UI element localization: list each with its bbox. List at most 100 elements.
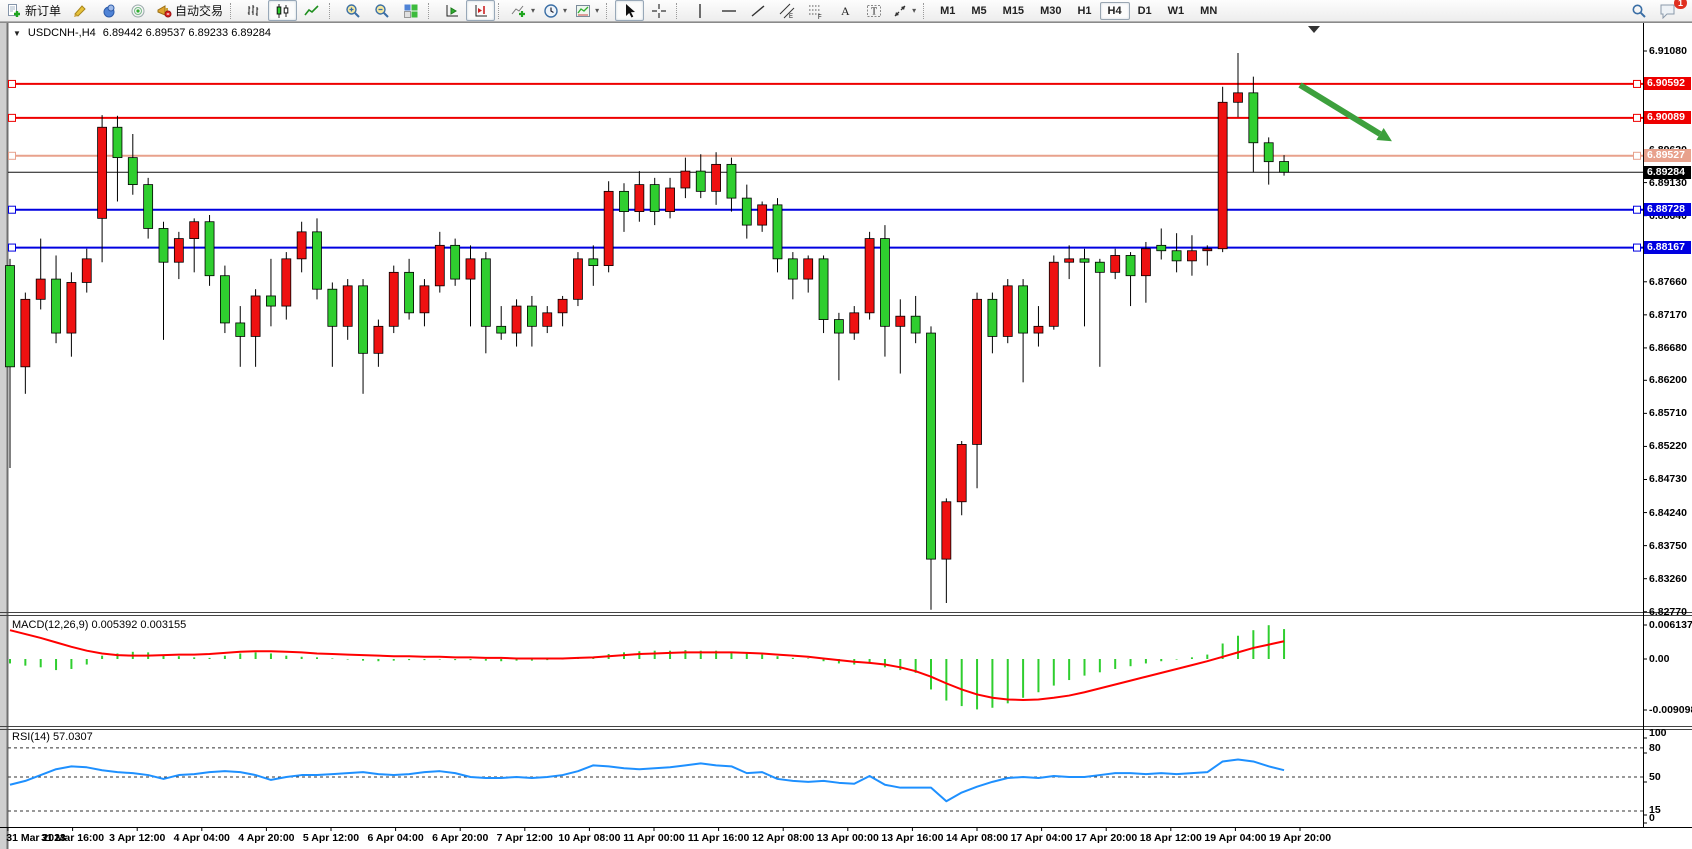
- line-handle[interactable]: [8, 79, 16, 88]
- auto-scroll-button[interactable]: [437, 0, 466, 21]
- candlestick-chart-button[interactable]: [268, 0, 298, 21]
- price-tick-label: 6.85710: [1649, 407, 1687, 420]
- annotation-arrow[interactable]: [1298, 82, 1382, 137]
- arrows-button[interactable]: ▾: [888, 0, 920, 21]
- candle: [511, 305, 522, 334]
- candle: [143, 184, 154, 229]
- toolbar-group-timeframes: M1 M5 M15 M30 H1 H4 D1 W1 MN: [932, 0, 1225, 22]
- horizontal-line-button[interactable]: [714, 0, 743, 21]
- chevron-down-icon[interactable]: ▾: [595, 6, 600, 15]
- candle: [557, 298, 568, 314]
- time-axis-label: 7 Apr 12:00: [496, 832, 553, 844]
- candle: [834, 319, 844, 334]
- candle: [1171, 250, 1182, 262]
- chart-shift-button[interactable]: [466, 0, 496, 21]
- line-handle[interactable]: [8, 151, 16, 160]
- macd-signal-line: [9, 629, 1285, 701]
- candle: [1048, 261, 1059, 327]
- timeframe-W1-button[interactable]: W1: [1167, 4, 1185, 17]
- tile-windows-button[interactable]: [396, 0, 425, 21]
- candle: [450, 244, 461, 280]
- line-handle[interactable]: [1633, 243, 1641, 252]
- toolbar-separator: [329, 2, 334, 19]
- macd-panel: [9, 625, 1286, 710]
- candle: [1202, 248, 1213, 252]
- chevron-down-icon[interactable]: ▾: [563, 6, 568, 15]
- line-chart-button[interactable]: [297, 0, 326, 21]
- chevron-down-icon[interactable]: ▾: [912, 6, 917, 15]
- line-chart-icon: [303, 3, 320, 19]
- timeframe-M5-button[interactable]: M5: [971, 4, 987, 17]
- new-order-button[interactable]: 新订单: [2, 0, 65, 21]
- time-axis-label: 19 Apr 20:00: [1268, 832, 1332, 844]
- zoom-in-button[interactable]: [338, 0, 367, 21]
- candle: [849, 312, 860, 334]
- templates-button[interactable]: ▾: [571, 0, 603, 21]
- candle: [588, 258, 599, 266]
- candles: [5, 53, 1289, 610]
- toolbar-group-trade: 新订单 自动交易: [2, 0, 227, 22]
- crosshair-button[interactable]: [644, 0, 673, 21]
- bar-chart-button[interactable]: [239, 0, 268, 21]
- trendline-button[interactable]: [743, 0, 772, 21]
- candle: [358, 285, 368, 354]
- equidistant-channel-icon: E: [779, 3, 795, 19]
- chart-menu-triangle-icon[interactable]: ▼: [13, 28, 21, 38]
- line-handle[interactable]: [1633, 79, 1641, 88]
- signals-button[interactable]: [123, 0, 152, 21]
- candle: [757, 204, 768, 226]
- line-handle[interactable]: [1633, 205, 1641, 214]
- line-handle[interactable]: [1633, 151, 1641, 160]
- candle: [173, 238, 184, 263]
- time-axis-label: 6 Apr 04:00: [367, 832, 424, 844]
- chart-shift-marker-icon[interactable]: [1308, 26, 1320, 33]
- vertical-line-button[interactable]: [685, 0, 714, 21]
- indicators-button[interactable]: ▾: [507, 0, 539, 21]
- timeframe-H4-button[interactable]: H4: [1099, 1, 1130, 20]
- auto-scroll-icon: [444, 3, 460, 19]
- timeframe-H1-button[interactable]: H1: [1077, 4, 1092, 17]
- candle: [726, 163, 737, 199]
- timeframe-M15-button[interactable]: M15: [1002, 4, 1025, 17]
- styler-button[interactable]: [65, 0, 94, 21]
- line-handle[interactable]: [8, 205, 16, 214]
- candle: [434, 244, 445, 287]
- periods-button[interactable]: ▾: [539, 0, 571, 21]
- community-button[interactable]: [94, 0, 123, 21]
- line-handle[interactable]: [8, 243, 16, 252]
- candle: [266, 295, 276, 307]
- zoom-out-button[interactable]: [367, 0, 396, 21]
- autotrading-button[interactable]: 自动交易: [152, 0, 227, 21]
- tile-windows-icon: [403, 3, 419, 19]
- toolbar-separator: [498, 2, 503, 19]
- candle: [1064, 258, 1075, 263]
- candle: [419, 285, 430, 314]
- text-button[interactable]: A: [830, 0, 859, 21]
- zoom-in-icon: [345, 3, 361, 19]
- search-button[interactable]: [1624, 0, 1653, 21]
- timeframe-M1-button[interactable]: M1: [940, 4, 956, 17]
- candle: [634, 184, 645, 213]
- cursor-button[interactable]: [615, 0, 645, 21]
- candle: [695, 170, 706, 192]
- timeframe-D1-button[interactable]: D1: [1137, 4, 1152, 17]
- text-label-button[interactable]: T: [859, 0, 888, 21]
- candle: [895, 315, 906, 327]
- candle: [281, 258, 292, 307]
- chevron-down-icon[interactable]: ▾: [531, 6, 536, 15]
- line-handle[interactable]: [8, 113, 16, 122]
- line-handle[interactable]: [1633, 113, 1641, 122]
- signals-icon: [130, 3, 146, 19]
- timeframe-M30-button[interactable]: M30: [1040, 4, 1062, 17]
- fibonacci-button[interactable]: F: [801, 0, 830, 21]
- candle: [1033, 325, 1044, 334]
- time-axis-label: 12 Apr 08:00: [752, 832, 815, 844]
- chat-button[interactable]: 1: [1653, 0, 1687, 21]
- text-icon: A: [837, 3, 853, 19]
- new-order-icon: [6, 3, 22, 19]
- timeframe-MN-button[interactable]: MN: [1200, 4, 1218, 17]
- equidistant-channel-button[interactable]: E: [772, 0, 801, 21]
- rsi-label: RSI(14) 57.0307: [12, 731, 93, 743]
- candle: [127, 157, 138, 186]
